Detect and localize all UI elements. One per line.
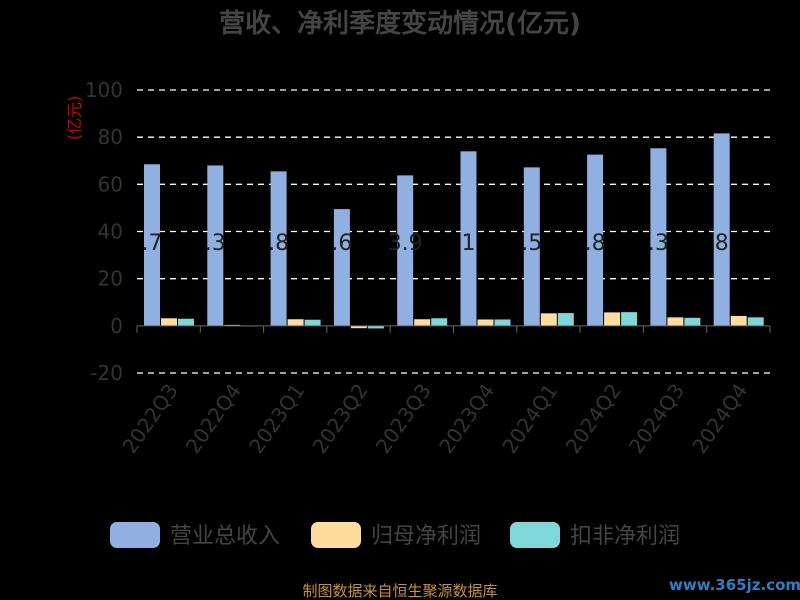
data-label: .6	[331, 231, 352, 256]
legend-label: 归母净利润	[371, 524, 481, 549]
legend: 营业总收入 归母净利润 扣非净利润	[110, 522, 680, 549]
x-tick-label: 2024Q4	[687, 379, 752, 458]
data-label: .8	[585, 231, 606, 256]
data-label: 1	[462, 231, 476, 256]
x-tick-label: 2024Q1	[497, 379, 562, 458]
bar-deducted-profit	[621, 312, 638, 326]
legend-swatch	[311, 522, 361, 548]
bar-revenue	[333, 209, 350, 326]
legend-swatch	[110, 522, 160, 548]
watermark: www.365jz.com	[669, 576, 800, 594]
bar-net-profit	[540, 313, 557, 326]
bar-revenue	[270, 171, 287, 326]
bar-revenue	[713, 133, 730, 326]
y-tick-label: 40	[98, 220, 123, 244]
bar-revenue	[144, 164, 160, 326]
data-label: 8	[715, 231, 729, 256]
bars	[144, 133, 764, 329]
bar-revenue	[523, 167, 540, 326]
data-label: 3.9	[388, 231, 423, 256]
bar-deducted-profit	[557, 313, 574, 326]
x-tick-label: 2023Q3	[371, 379, 436, 458]
chart-title: 营收、净利季度变动情况(亿元)	[219, 8, 581, 39]
data-labels: .7 .3 .8 .6 3.9 1 .5 .8 .3 8	[142, 231, 729, 256]
y-axis-unit-label: (亿元)	[65, 96, 84, 141]
bar-revenue	[397, 175, 414, 326]
data-label: .5	[521, 231, 542, 256]
legend-label: 扣非净利润	[570, 524, 680, 549]
y-tick-label: 100	[85, 78, 123, 102]
bar-net-profit	[604, 312, 621, 326]
x-tick-label: 2023Q4	[434, 379, 499, 458]
y-tick-label: 60	[98, 172, 123, 196]
x-tick-label: 2023Q1	[244, 379, 309, 458]
x-tick-label: 2022Q3	[118, 379, 183, 458]
bar-deducted-profit	[747, 317, 764, 326]
legend-swatch	[510, 522, 560, 548]
data-label: .3	[205, 231, 226, 256]
data-label: .3	[648, 231, 669, 256]
bar-deducted-profit	[304, 319, 321, 326]
x-tick-label: 2024Q3	[624, 379, 689, 458]
bar-revenue	[207, 165, 224, 326]
x-tick-label: 2024Q2	[561, 379, 626, 458]
bar-deducted-profit	[431, 318, 448, 326]
bar-revenue	[650, 148, 667, 326]
bar-net-profit	[667, 317, 684, 326]
bar-net-profit	[730, 315, 747, 326]
bar-deducted-profit	[684, 317, 701, 326]
legend-label: 营业总收入	[170, 524, 280, 549]
data-label: .8	[268, 231, 289, 256]
bar-net-profit	[161, 318, 177, 326]
source-note: 制图数据来自恒生聚源数据库	[302, 582, 497, 600]
y-tick-label: 80	[98, 125, 123, 149]
x-axis-ticks: 2022Q32022Q42023Q12023Q22023Q32023Q42024…	[118, 379, 753, 458]
y-tick-label: 20	[98, 267, 123, 291]
bar-net-profit	[414, 319, 431, 326]
x-tick-label: 2023Q2	[307, 379, 372, 458]
bar-revenue	[587, 154, 604, 326]
bar-deducted-profit	[367, 325, 384, 329]
bar-deducted-profit	[494, 319, 511, 326]
y-tick-label: 0	[110, 314, 123, 338]
x-tick-label: 2022Q4	[181, 379, 246, 458]
data-label: .7	[142, 231, 163, 256]
y-axis-ticks: 100 80 60 40 20 0 -20	[85, 78, 123, 385]
y-tick-label: -20	[90, 361, 123, 385]
bar-revenue	[460, 151, 477, 326]
x-axis	[136, 325, 771, 333]
bar-net-profit	[350, 325, 367, 329]
bar-net-profit	[477, 319, 494, 326]
bar-deducted-profit	[178, 318, 194, 326]
bar-net-profit	[287, 319, 304, 326]
